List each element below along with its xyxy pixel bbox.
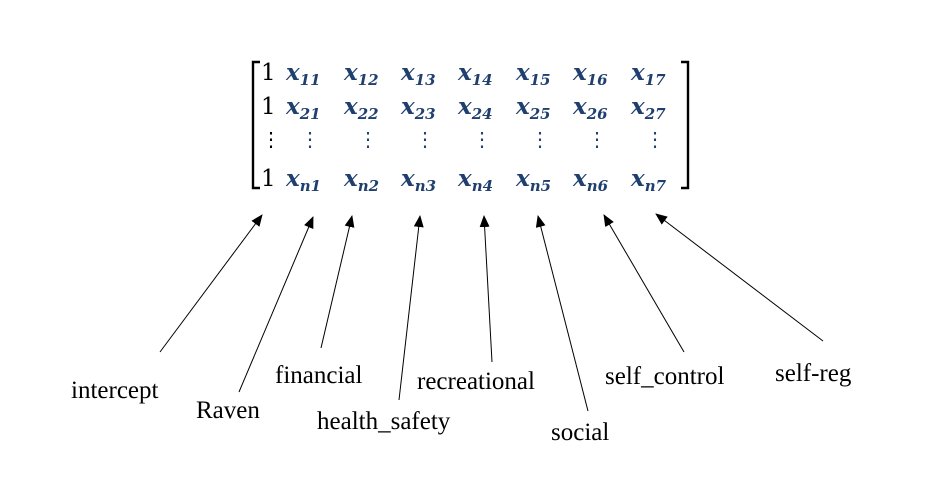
- label-recreational: recreational: [417, 368, 535, 395]
- matrix-cell-row4-col3: xn3: [400, 165, 436, 195]
- matrix-cell-row1-col6: x16: [572, 59, 608, 89]
- matrix-cell-subscript: n7: [645, 177, 667, 195]
- matrix-cell-subscript: 11: [300, 71, 321, 89]
- label-health-safety: health_safety: [317, 408, 451, 435]
- matrix-cell-row2-col1: x21: [285, 93, 321, 123]
- matrix-cell-row2-col4: x24: [457, 93, 493, 123]
- label-raven: Raven: [196, 397, 260, 424]
- arrows: [159, 213, 824, 412]
- matrix-cell-subscript: 22: [357, 105, 379, 123]
- matrix-cell-row4-col0: 1: [261, 166, 276, 192]
- matrix-cell-subscript: 15: [530, 71, 551, 89]
- matrix-cell-row1-col1: x11: [285, 59, 321, 89]
- matrix-cell-row2-col0: 1: [261, 94, 276, 120]
- arrow-financial: [320, 215, 355, 349]
- label-self-reg: self-reg: [775, 360, 852, 387]
- matrix-cell-row1-col4: x14: [457, 59, 493, 89]
- matrix-cell-row1-col2: x12: [343, 59, 379, 89]
- label-financial: financial: [275, 362, 363, 389]
- matrix-cells: 1 x11 x12 x13 x14 x15 x16 x17 1 x21 x22 x23 x24 x25 x2…: [261, 59, 667, 195]
- matrix-cell-subscript: 17: [645, 71, 666, 89]
- matrix-cell-row2-col7: x27: [630, 93, 666, 123]
- matrix-cell-row4-col6: xn6: [572, 165, 609, 195]
- arrow-raven: [238, 216, 314, 393]
- label-self-control: self_control: [605, 363, 724, 390]
- matrix-right-bracket: [681, 60, 690, 190]
- matrix-cell-row2-col5: x25: [515, 93, 551, 123]
- matrix-cell-row4-col4: xn4: [457, 165, 493, 195]
- label-social: social: [551, 419, 609, 446]
- matrix-cell-subscript: 21: [299, 105, 321, 123]
- matrix-cell-subscript: 13: [415, 71, 436, 89]
- arrow-recreational: [479, 215, 493, 363]
- matrix-cell-subscript: 16: [587, 71, 608, 89]
- matrix-cell-subscript: n6: [587, 177, 609, 195]
- matrix-left-bracket: [251, 60, 260, 190]
- matrix-cell-subscript: 12: [358, 71, 379, 89]
- matrix-cell-subscript: 14: [472, 71, 493, 89]
- matrix-cell-row3-col3: ⋮: [415, 127, 435, 151]
- matrix-cell-row1-col0: 1: [261, 60, 276, 86]
- matrix-cell-subscript: 23: [414, 105, 436, 123]
- matrix-cell-row2-col2: x22: [343, 93, 379, 123]
- matrix-cell-row4-col1: xn1: [285, 165, 321, 195]
- matrix-cell-row4-col5: xn5: [515, 165, 551, 195]
- matrix-cell-row1-col3: x13: [400, 59, 436, 89]
- arrow-self-reg: [655, 213, 824, 342]
- labels: intercept Raven financial health_safety …: [71, 360, 852, 446]
- matrix-cell-subscript: 25: [529, 105, 551, 123]
- arrow-health-safety: [398, 215, 424, 401]
- matrix-cell-row3-col4: ⋮: [472, 127, 492, 151]
- matrix-cell-row3-col0: ⋮: [261, 127, 281, 151]
- matrix-cell-row2-col6: x26: [572, 93, 608, 123]
- matrix-cell-subscript: 26: [586, 105, 608, 123]
- matrix-cell-subscript: 24: [471, 105, 493, 123]
- matrix-cell-subscript: n4: [472, 177, 493, 195]
- matrix-cell-row3-col1: ⋮: [300, 127, 320, 151]
- matrix-cell-subscript: 27: [644, 105, 666, 123]
- matrix-cell-subscript: n1: [300, 177, 321, 195]
- label-intercept: intercept: [71, 377, 159, 404]
- matrix-cell-row4-col7: xn7: [630, 165, 667, 195]
- matrix-cell-subscript: n3: [415, 177, 436, 195]
- matrix-cell-row1-col7: x17: [630, 59, 666, 89]
- matrix-cell-subscript: n5: [530, 177, 551, 195]
- arrow-self-control: [603, 214, 685, 353]
- matrix-cell-subscript: n2: [358, 177, 379, 195]
- arrow-intercept: [159, 214, 263, 353]
- matrix-cell-row4-col2: xn2: [343, 165, 379, 195]
- matrix-cell-row2-col3: x23: [400, 93, 436, 123]
- matrix-cell-row1-col5: x15: [515, 59, 551, 89]
- matrix-cell-row3-col5: ⋮: [530, 127, 550, 151]
- arrow-social: [535, 215, 589, 412]
- matrix-cell-row3-col2: ⋮: [358, 127, 378, 151]
- matrix-cell-row3-col6: ⋮: [587, 127, 607, 151]
- matrix-cell-row3-col7: ⋮: [645, 127, 665, 151]
